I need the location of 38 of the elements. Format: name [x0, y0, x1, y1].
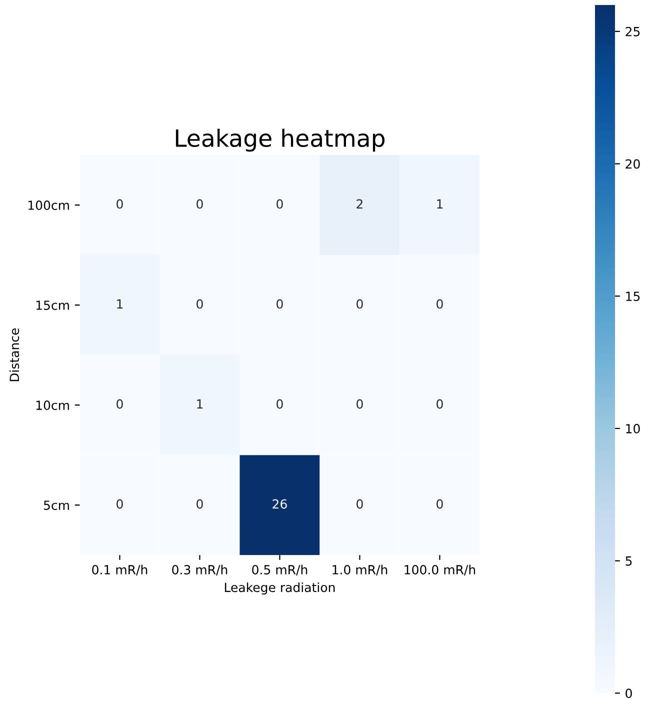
data-label: 2 [356, 199, 362, 209]
color-bar-label: 20 [626, 159, 640, 169]
color-bar-label: 0 [626, 688, 632, 698]
data-label: 0 [356, 399, 363, 409]
data-label: 0 [356, 299, 363, 309]
data-label: 0 [276, 199, 283, 209]
y-tick-label: 10cm [36, 400, 69, 410]
color-bar-label: 10 [626, 424, 640, 434]
data-label: 0 [116, 499, 123, 509]
chart-title: Leakage heatmap [176, 128, 385, 152]
data-label: 0 [276, 299, 283, 309]
x-axis-title: Leakege radiation [224, 582, 335, 595]
data-label: 0 [436, 399, 443, 409]
color-bar-label: 15 [626, 292, 640, 302]
x-tick-label: 0.3 mR/h [172, 564, 228, 576]
data-label: 0 [276, 399, 283, 409]
x-tick-label: 0.5 mR/h [252, 564, 308, 576]
y-axis-title: Distance [9, 328, 20, 382]
data-label: 0 [196, 199, 203, 209]
color-bar-label: 5 [626, 556, 632, 566]
data-label: 0 [436, 299, 443, 309]
data-label: 0 [196, 299, 203, 309]
data-label: 0 [436, 499, 443, 509]
x-tick-label: 0.1 mR/h [92, 564, 148, 576]
data-label: 1 [117, 299, 123, 309]
x-tick-label: 100.0 mR/h [404, 564, 476, 576]
data-label: 26 [272, 499, 287, 509]
x-tick-label: 1.0 mR/h [332, 564, 388, 576]
data-label: 0 [196, 499, 203, 509]
data-label: 1 [197, 399, 203, 409]
y-tick-label: 100cm [28, 200, 69, 210]
color-bar-label: 25 [626, 26, 640, 36]
data-label: 0 [356, 499, 363, 509]
y-tick-label: 15cm [36, 300, 69, 310]
data-label: 1 [437, 199, 443, 209]
data-label: 0 [116, 399, 123, 409]
data-label: 0 [116, 199, 123, 209]
y-tick-label: 5cm [44, 500, 69, 510]
